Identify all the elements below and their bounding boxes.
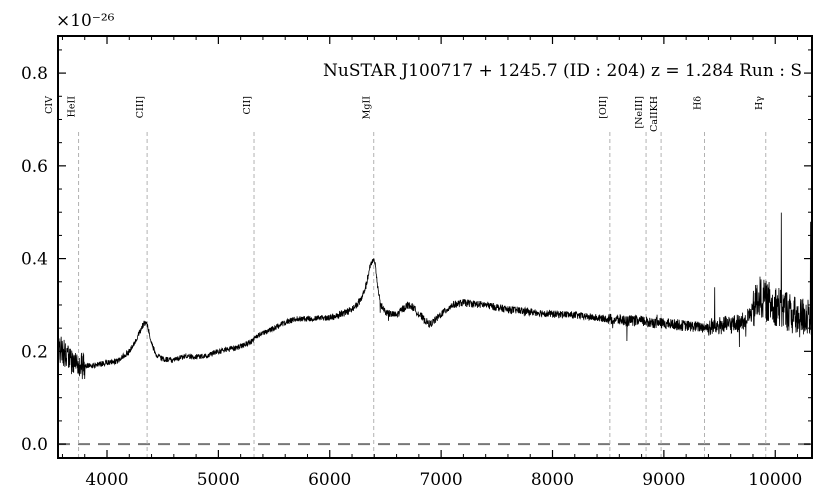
y-tick-label: 0.4	[21, 250, 48, 270]
x-tick-label: 5000	[197, 470, 240, 490]
emission-line-label: CII]	[242, 96, 253, 114]
emission-line-label: [OII]	[598, 96, 609, 119]
x-tick-label: 4000	[85, 470, 128, 490]
y-tick-label: 0.0	[21, 435, 48, 455]
chart-title: NuSTAR J100717 + 1245.7 (ID : 204) z = 1…	[323, 61, 802, 81]
spectrum-series	[58, 212, 812, 380]
emission-line-label: Hγ	[754, 96, 765, 110]
y-tick-label: 0.2	[21, 342, 48, 362]
emission-line-label: CaIIKH	[649, 96, 660, 132]
y-tick-label: 0.6	[21, 157, 48, 177]
x-tick-label: 8000	[531, 470, 574, 490]
emission-line-label: HeII	[67, 96, 78, 118]
y-tick-label: 0.8	[21, 64, 48, 84]
emission-line-label: Hδ	[693, 96, 704, 110]
emission-line-label: CIV	[44, 96, 55, 114]
x-tick-label: 7000	[419, 470, 462, 490]
x-tick-label: 6000	[308, 470, 351, 490]
y-multiplier-label: ×10⁻²⁶	[56, 11, 115, 31]
plot-frame	[57, 35, 813, 459]
emission-line-label: MgII	[362, 96, 373, 120]
emission-line-label: CIII]	[135, 96, 146, 118]
x-tick-label: 9000	[642, 470, 685, 490]
emission-line-label: [NeIII]	[634, 96, 645, 129]
x-tick-label: 10000	[748, 470, 802, 490]
